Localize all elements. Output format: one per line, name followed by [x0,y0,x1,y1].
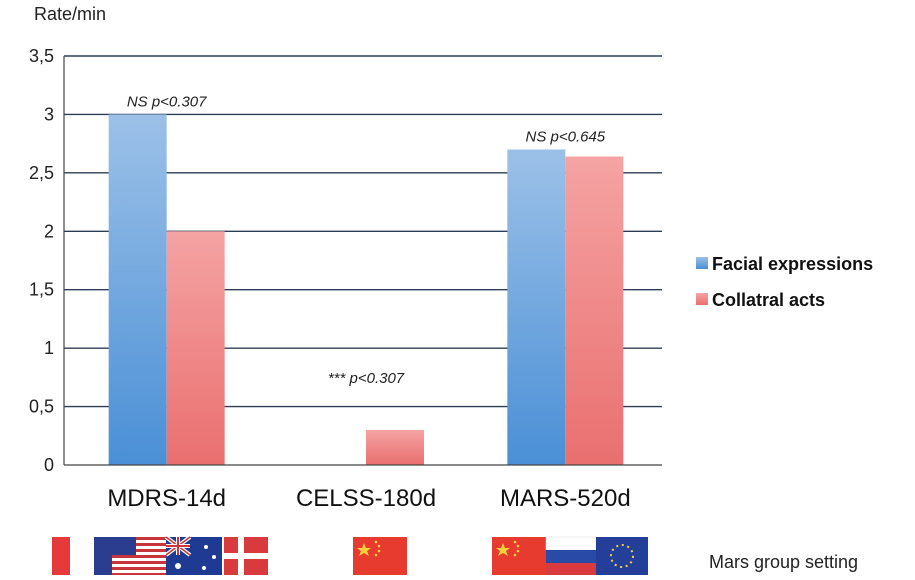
y-tick-labels: 0 0,5 1 1,5 2 2,5 3 3,5 [29,46,54,475]
x-tick-label: MARS-520d [500,485,631,512]
bar-facial-expressions [507,149,566,465]
y-tick-label: 2 [44,221,54,241]
legend-swatch-collatral [696,293,708,305]
axes [63,56,662,466]
bar-collatral-acts [166,231,225,465]
footnote: Mars group setting [709,552,858,572]
eu-flag [596,537,648,575]
y-axis-label: Rate/min [34,4,106,24]
x-tick-label: MDRS-14d [107,485,226,512]
legend-label-facial: Facial expressions [712,254,873,274]
australia-flag [164,535,222,575]
significance-annotation: NS p<0.645 [526,128,606,145]
legend-swatch-facial [696,257,708,269]
china-flag [353,537,407,575]
bar-collatral-acts [366,429,424,465]
bar-facial-expressions [108,114,167,465]
flags-row [52,535,648,575]
significance-annotation: *** p<0.307 [328,370,405,387]
y-tick-label: 2,5 [29,163,54,183]
legend-label-collatral: Collatral acts [712,290,825,310]
y-tick-label: 1 [44,338,54,358]
significance-annotation: NS p<0.307 [127,93,207,110]
bars [108,114,624,466]
y-tick-label: 3 [44,104,54,124]
china-flag [492,537,546,575]
legend: Facial expressions Collatral acts [696,254,873,310]
denmark-flag [224,537,268,575]
bar-collatral-acts [565,156,624,466]
france-flag [52,537,70,575]
x-tick-label: CELSS-180d [296,485,436,512]
russia-flag [545,536,597,575]
y-tick-label: 1,5 [29,280,54,300]
usa-flag [94,537,166,575]
y-tick-label: 3,5 [29,46,54,66]
annotations: NS p<0.307 *** p<0.307 NS p<0.645 [127,93,606,387]
y-tick-label: 0,5 [29,397,54,417]
y-tick-label: 0 [44,455,54,475]
x-tick-labels: MDRS-14d CELSS-180d MARS-520d [107,485,630,512]
